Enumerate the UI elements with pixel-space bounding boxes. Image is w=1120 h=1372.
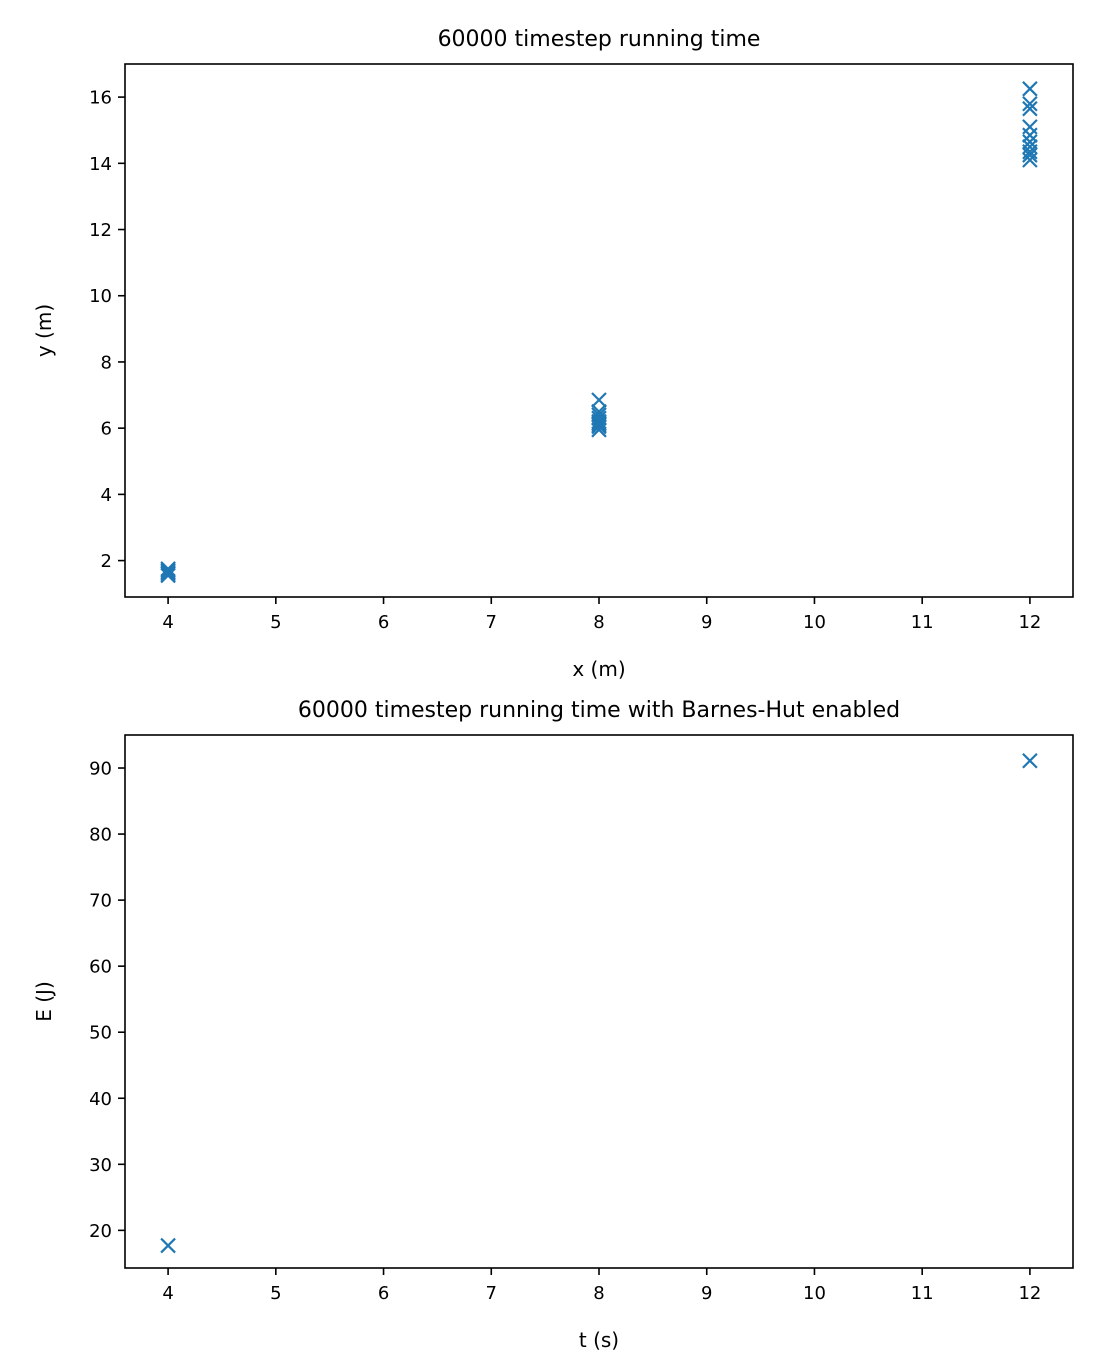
x-tick-label: 5 <box>270 1283 281 1304</box>
x-tick-label: 10 <box>803 612 826 633</box>
x-tick-label: 11 <box>911 612 934 633</box>
x-tick-label: 8 <box>593 1283 604 1304</box>
y-tick-label: 30 <box>89 1155 112 1176</box>
subplot-1: 60000 timestep running time 4 5 6 7 8 9 10 11 12 2… <box>32 27 1074 681</box>
data-point <box>1022 81 1038 97</box>
y-tick-label: 60 <box>89 957 112 978</box>
y-tick-label: 6 <box>101 419 112 440</box>
plot-frame <box>124 63 1074 598</box>
x-tick-label: 12 <box>1018 1283 1041 1304</box>
x-tick-label: 7 <box>486 1283 497 1304</box>
y-tick-label: 40 <box>89 1089 112 1110</box>
y-tick-label: 20 <box>89 1221 112 1242</box>
data-point <box>591 410 607 427</box>
x-axis-label: x (m) <box>572 657 625 681</box>
x-tick-label: 12 <box>1018 612 1041 633</box>
y-tick-label: 70 <box>89 891 112 912</box>
chart-title: 60000 timestep running time with Barnes-… <box>298 698 900 723</box>
x-tick-label: 6 <box>378 1283 389 1304</box>
x-tick-label: 6 <box>378 612 389 633</box>
y-tick-label: 14 <box>89 154 112 175</box>
y-tick-label: 80 <box>89 825 112 846</box>
y-tick-label: 10 <box>89 286 112 307</box>
data-point <box>591 407 607 423</box>
y-tick-label: 8 <box>101 352 112 373</box>
data-point <box>160 566 176 582</box>
x-tick-label: 5 <box>270 612 281 633</box>
y-tick-label: 4 <box>101 485 112 506</box>
data-point <box>1022 100 1038 117</box>
x-tick-label: 11 <box>911 1283 934 1304</box>
data-point <box>160 561 176 577</box>
y-axis-label: y (m) <box>32 304 56 357</box>
y-axis-label: E (J) <box>32 981 56 1022</box>
x-tick-label: 7 <box>486 612 497 633</box>
chart-title: 60000 timestep running time <box>438 27 761 52</box>
data-point <box>1022 134 1038 150</box>
y-tick-label: 2 <box>101 551 112 572</box>
data-point <box>591 392 607 408</box>
data-point <box>1022 752 1038 769</box>
y-tick-label: 12 <box>89 220 112 241</box>
y-tick-label: 16 <box>89 88 112 109</box>
x-tick-label: 9 <box>701 1283 712 1304</box>
data-point <box>591 403 607 420</box>
data-point <box>160 562 176 579</box>
x-tick-label: 8 <box>593 612 604 633</box>
data-point <box>1022 138 1038 155</box>
y-tick-label: 90 <box>89 759 112 780</box>
data-point <box>1022 119 1038 135</box>
x-axis-label: t (s) <box>579 1328 619 1352</box>
data-point <box>160 1237 176 1254</box>
x-tick-label: 9 <box>701 612 712 633</box>
data-point <box>160 567 176 584</box>
data-point <box>1022 95 1038 112</box>
subplot-2: 60000 timestep running time with Barnes-… <box>32 698 1074 1352</box>
x-tick-label: 4 <box>162 612 173 633</box>
data-point <box>160 564 176 580</box>
x-tick-label: 4 <box>162 1283 173 1304</box>
y-tick-label: 50 <box>89 1023 112 1044</box>
x-tick-label: 10 <box>803 1283 826 1304</box>
plot-frame <box>124 734 1074 1269</box>
